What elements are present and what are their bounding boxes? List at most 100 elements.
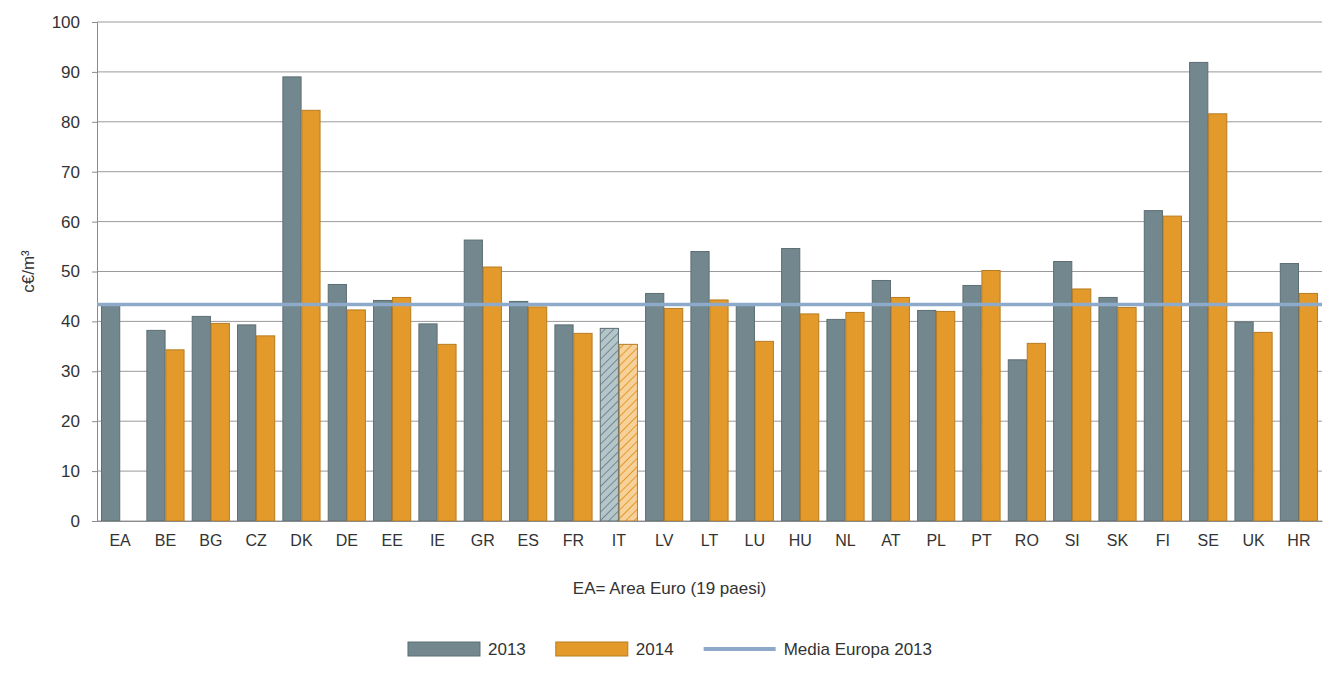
- legend-label: 2014: [636, 640, 674, 659]
- bar: [393, 297, 411, 521]
- bar: [1099, 297, 1117, 521]
- bar: [166, 350, 184, 521]
- x-tick: PL: [926, 521, 946, 549]
- x-tick: DK: [290, 521, 313, 549]
- y-tick-mark: [92, 122, 97, 123]
- legend-item: Media Europa 2013: [704, 640, 932, 659]
- bar: [1027, 343, 1045, 521]
- x-tick-label: BG: [199, 532, 222, 549]
- x-tick-label: EE: [381, 532, 402, 549]
- x-tick: CZ: [245, 521, 267, 549]
- x-tick: DE: [336, 521, 358, 549]
- y-tick-label: 20: [61, 412, 80, 431]
- x-tick-label: LU: [745, 532, 765, 549]
- bar: [1254, 332, 1272, 521]
- x-tick-label: IE: [430, 532, 445, 549]
- y-tick-label: 10: [61, 462, 80, 481]
- x-axis-title: EA= Area Euro (19 paesi): [573, 579, 766, 598]
- x-tick: LT: [701, 521, 719, 549]
- x-tick: AT: [881, 521, 900, 549]
- x-tick: IT: [612, 521, 626, 549]
- legend-item: 2014: [556, 640, 674, 659]
- bar: [302, 110, 320, 521]
- y-axis-line: [92, 23, 98, 522]
- chart: 0102030405060708090100EABEBGCZDKDEEEIEGR…: [0, 0, 1340, 673]
- x-tick-label: NL: [835, 532, 856, 549]
- y-tick-label: 90: [61, 63, 80, 82]
- x-tick: BG: [199, 521, 222, 549]
- bar: [1299, 293, 1317, 521]
- y-tick-mark: [92, 222, 97, 223]
- legend-label: Media Europa 2013: [784, 640, 932, 659]
- y-tick: 80: [61, 113, 97, 132]
- y-tick-mark: [92, 72, 97, 73]
- bar: [574, 333, 592, 521]
- bar: [827, 319, 845, 521]
- bar: [1118, 307, 1136, 521]
- x-tick: EA: [109, 521, 131, 549]
- y-tick-mark: [92, 371, 97, 372]
- y-axis: 0102030405060708090100: [52, 13, 98, 531]
- x-tick: HU: [789, 521, 812, 549]
- x-tick: SE: [1198, 521, 1219, 549]
- y-tick-label: 100: [52, 13, 80, 32]
- x-tick: SK: [1107, 521, 1129, 549]
- x-tick: FI: [1156, 521, 1170, 549]
- bar: [1190, 62, 1208, 521]
- bar: [211, 323, 229, 521]
- y-tick: 100: [52, 13, 97, 32]
- bar: [1163, 216, 1181, 521]
- bars: [97, 62, 1322, 521]
- bar: [347, 310, 365, 521]
- x-axis: EABEBGCZDKDEEEIEGRESFRITLVLTLUHUNLATPLPT…: [98, 521, 1323, 549]
- bar: [283, 77, 301, 521]
- bar: [1054, 262, 1072, 521]
- bar: [1280, 264, 1298, 521]
- bar: [782, 249, 800, 521]
- series: [166, 110, 1318, 521]
- y-tick-label: 40: [61, 312, 80, 331]
- x-tick-label: HR: [1287, 532, 1310, 549]
- grid-line: [97, 71, 1322, 72]
- y-axis-title: c€/m³: [19, 250, 38, 293]
- grid-line: [97, 171, 1322, 172]
- bar: [846, 312, 864, 521]
- bar: [801, 314, 819, 521]
- bar: [238, 325, 256, 521]
- bar: [102, 305, 120, 521]
- y-tick-mark: [92, 421, 97, 422]
- bar: [891, 297, 909, 521]
- bar: [438, 344, 456, 521]
- legend-label: 2013: [488, 640, 526, 659]
- grid-line: [97, 121, 1322, 122]
- x-tick-label: DK: [290, 532, 313, 549]
- x-tick: LU: [745, 521, 765, 549]
- x-tick: NL: [835, 521, 856, 549]
- x-tick-label: CZ: [245, 532, 267, 549]
- x-tick-label: ES: [517, 532, 538, 549]
- bar: [937, 311, 955, 521]
- y-tick-label: 60: [61, 213, 80, 232]
- x-tick: RO: [1015, 521, 1039, 549]
- legend-swatch: [704, 647, 776, 651]
- grid: [97, 22, 1322, 521]
- y-tick: 0: [71, 512, 97, 531]
- bar: [147, 330, 165, 521]
- bar: [710, 300, 728, 521]
- y-tick: 50: [61, 262, 97, 281]
- bar: [192, 316, 210, 521]
- x-tick-label: IT: [612, 532, 626, 549]
- bar: [736, 305, 754, 521]
- x-tick: HR: [1287, 521, 1310, 549]
- x-tick-label: FI: [1156, 532, 1170, 549]
- x-tick-label: EA: [109, 532, 131, 549]
- bar: [963, 285, 981, 521]
- bar: [1008, 360, 1026, 521]
- y-tick-mark: [92, 521, 97, 522]
- y-tick-mark: [92, 321, 97, 322]
- x-tick: ES: [517, 521, 538, 549]
- bar: [918, 310, 936, 521]
- legend-swatch: [556, 642, 628, 656]
- x-tick: BE: [155, 521, 176, 549]
- bar: [1073, 289, 1091, 521]
